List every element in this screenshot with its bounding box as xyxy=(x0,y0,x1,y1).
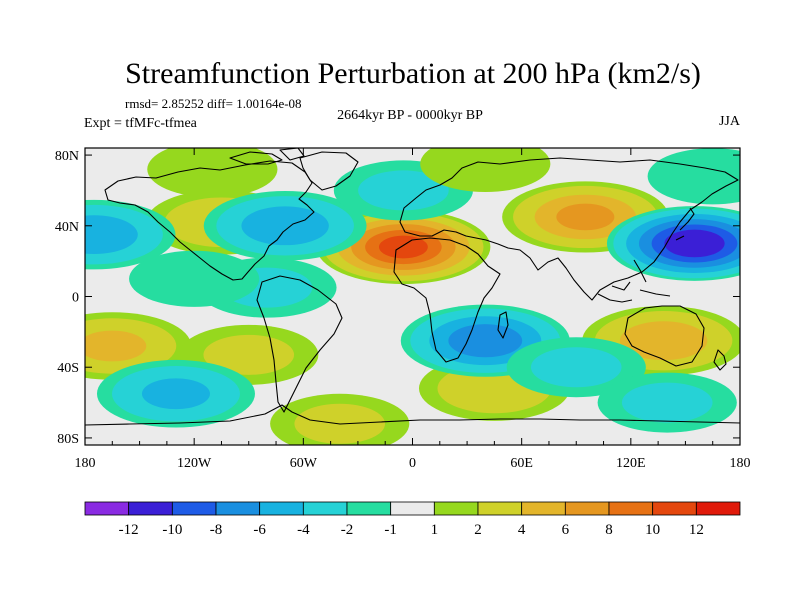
contour-band xyxy=(379,235,428,259)
colorbar-label: 4 xyxy=(518,522,526,538)
contour-band xyxy=(358,170,449,211)
coastline-north-america xyxy=(104,160,315,281)
colorbar-label: -1 xyxy=(384,522,397,538)
x-axis: 180 120W 60W 0 60E 120E 180 xyxy=(75,148,751,471)
colorbar-label: 6 xyxy=(562,522,570,538)
colorbar-label: -6 xyxy=(253,522,266,538)
y-tick-label: 0 xyxy=(72,291,79,306)
contour-feature-australia-tasman-low xyxy=(597,372,737,433)
colorbar-swatch xyxy=(652,501,697,516)
coastline-arctic-islands xyxy=(229,148,305,165)
y-tick-label: 40S xyxy=(57,361,79,376)
contour-band xyxy=(141,378,210,410)
contour-band xyxy=(621,382,713,423)
colorbar-label: -2 xyxy=(341,522,354,538)
colorbar-swatch xyxy=(128,501,173,516)
contour-feature-arctic-america-high xyxy=(147,148,278,198)
colorbar-swatch xyxy=(84,501,130,516)
contour-band xyxy=(147,148,278,198)
colorbar-swatch xyxy=(390,501,435,516)
coastline-greenland xyxy=(299,151,359,191)
y-tick-label: 80N xyxy=(55,149,79,164)
coastline-layer xyxy=(85,148,740,426)
colorbar-swatch xyxy=(346,501,392,516)
colorbar-label: -10 xyxy=(162,522,182,538)
contour-band xyxy=(85,215,138,255)
contour-band xyxy=(530,347,622,388)
contour-feature-southern-ocean-high xyxy=(270,393,410,445)
contour-feature-south-pacific-low xyxy=(96,359,255,428)
period-label: 2664kyr BP - 0000kyr BP xyxy=(337,108,483,123)
figure-title: Streamfunction Perturbation at 200 hPa (… xyxy=(125,57,701,90)
x-tick-label: 120W xyxy=(177,456,212,471)
contour-band xyxy=(420,148,551,193)
season-label: JJA xyxy=(719,114,741,129)
coastline-new-zealand xyxy=(713,349,727,371)
contour-feature-indian-ocean-low xyxy=(506,337,646,398)
contour-band xyxy=(556,203,615,231)
colorbar-swatch xyxy=(259,501,304,516)
colorbar-swatch xyxy=(608,501,654,516)
contour-band xyxy=(664,229,725,258)
contour-band xyxy=(448,324,523,358)
colorbar-label: -4 xyxy=(297,522,310,538)
coastline-antarctica xyxy=(85,404,740,426)
x-tick-label: 60W xyxy=(290,456,318,471)
x-tick-label: 60E xyxy=(510,456,533,471)
contour-band xyxy=(647,148,740,205)
colorbar-swatch xyxy=(477,501,523,516)
contour-band xyxy=(85,330,147,362)
contour-feature-north-pacific-low xyxy=(606,206,740,281)
coastline-africa xyxy=(393,237,501,363)
contour-feature-arctic-europe-high xyxy=(420,148,551,193)
colorbar-swatch xyxy=(433,501,479,516)
colorbar: -12 -10 -8 -6 -4 -2 -1 1 2 4 6 8 10 12 xyxy=(84,501,741,538)
x-tick-label: 180 xyxy=(75,456,96,471)
x-tick-label: 180 xyxy=(730,456,751,471)
coastline-madagascar xyxy=(497,311,509,339)
y-axis: 80N 40N 0 40S 80S xyxy=(55,149,740,447)
contour-feature-eastern-north-america-low xyxy=(203,190,367,261)
contour-feature-arctic-pacific-low xyxy=(647,148,740,205)
x-tick-label: 0 xyxy=(409,456,416,471)
colorbar-swatch xyxy=(302,501,348,516)
colorbar-swatch xyxy=(695,501,741,516)
contour-band xyxy=(129,250,260,307)
colorbar-swatch xyxy=(521,501,566,516)
coastline-japan xyxy=(675,207,695,241)
colorbar-label: -8 xyxy=(210,522,223,538)
coastline-maritime-continent xyxy=(597,259,671,303)
colorbar-label: 1 xyxy=(431,522,439,538)
colorbar-label: 10 xyxy=(645,522,660,538)
x-tick-label: 120E xyxy=(616,456,646,471)
colorbar-label: 12 xyxy=(689,522,704,538)
colorbar-label: 8 xyxy=(605,522,613,538)
coastline-eurasia xyxy=(399,157,739,301)
colorbar-swatch xyxy=(215,501,261,516)
y-tick-label: 40N xyxy=(55,220,79,235)
contour-band xyxy=(241,206,329,246)
y-tick-label: 80S xyxy=(57,432,79,447)
experiment-label: Expt = tfMFc-tfmea xyxy=(84,116,198,131)
coastline-australia xyxy=(624,305,705,367)
colorbar-swatch xyxy=(171,501,217,516)
stats-label: rmsd= 2.85252 diff= 1.00164e-08 xyxy=(125,96,302,111)
contour-feature-central-pacific-low xyxy=(129,250,260,307)
colorbar-label: 2 xyxy=(474,522,482,538)
colorbar-label: -12 xyxy=(119,522,139,538)
colorbar-swatch xyxy=(564,501,610,516)
coastline-south-america xyxy=(256,275,343,413)
